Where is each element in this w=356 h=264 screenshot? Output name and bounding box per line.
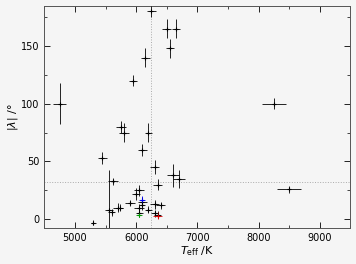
X-axis label: $T_{\rm eff}$ /K: $T_{\rm eff}$ /K bbox=[180, 245, 214, 258]
Y-axis label: |$\lambda$| /°: |$\lambda$| /° bbox=[6, 103, 20, 131]
